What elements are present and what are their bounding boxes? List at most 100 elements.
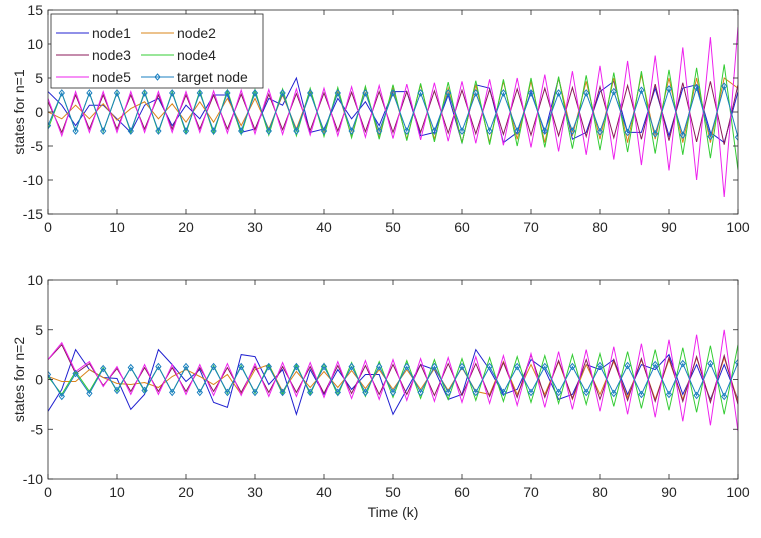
data-point-diamond — [569, 362, 576, 371]
data-point-diamond — [251, 388, 259, 397]
x-tick-label: 80 — [592, 484, 608, 500]
data-point-diamond — [155, 127, 162, 135]
data-point-diamond — [665, 85, 673, 93]
legend-label: node1 — [92, 25, 131, 41]
data-point-diamond — [610, 87, 617, 96]
data-point-diamond — [734, 133, 738, 141]
plot-area — [48, 26, 738, 198]
data-point-diamond — [514, 362, 521, 371]
data-point-diamond — [707, 132, 714, 141]
data-point-diamond — [707, 359, 714, 368]
data-point-diamond — [445, 89, 452, 97]
legend-item-node5: node5 — [56, 69, 131, 85]
legend: node1 node2 node3 node4 node5 target node — [50, 13, 264, 89]
data-point-diamond — [583, 388, 590, 397]
data-point-diamond — [458, 127, 466, 135]
data-point-diamond — [141, 386, 148, 395]
data-point-diamond — [238, 362, 245, 371]
y-tick-label: -10 — [23, 471, 43, 487]
data-point-diamond — [224, 89, 231, 97]
data-point-diamond — [610, 389, 617, 398]
data-point-diamond — [196, 89, 203, 97]
x-tick-label: 30 — [247, 219, 263, 235]
y-axis-label: states for n=1 — [11, 69, 27, 154]
x-tick-label: 60 — [454, 219, 470, 235]
y-tick-label: -10 — [23, 172, 43, 188]
data-point-diamond — [113, 89, 121, 97]
data-point-diamond — [458, 362, 466, 371]
data-point-diamond — [500, 89, 507, 97]
legend-box — [50, 13, 264, 89]
data-point-diamond — [638, 86, 645, 95]
data-point-diamond — [721, 82, 728, 90]
data-point-diamond — [251, 89, 259, 97]
y-tick-label: 0 — [35, 104, 43, 120]
data-point-diamond — [72, 127, 79, 135]
data-point-diamond — [210, 362, 217, 371]
data-point-diamond — [307, 388, 314, 397]
series-line-node5 — [48, 329, 738, 432]
x-tick-label: 60 — [454, 484, 470, 500]
x-tick-label: 70 — [523, 484, 539, 500]
data-point-diamond — [48, 121, 52, 130]
legend-label: node2 — [177, 25, 216, 41]
data-point-diamond — [210, 127, 217, 135]
data-point-diamond — [486, 362, 493, 371]
series-line-target-node — [48, 362, 738, 398]
data-point-diamond — [527, 89, 535, 97]
y-tick-label: 10 — [27, 272, 43, 288]
x-tick-label: 10 — [109, 219, 125, 235]
data-point-diamond — [417, 388, 424, 397]
y-tick-label: -15 — [23, 206, 43, 222]
x-tick-label: 50 — [385, 484, 401, 500]
legend-label: node3 — [92, 47, 131, 63]
data-point-diamond — [431, 362, 438, 371]
data-point-diamond — [541, 127, 548, 135]
x-tick-label: 10 — [109, 484, 125, 500]
data-point-diamond — [265, 362, 272, 371]
data-point-diamond — [555, 89, 562, 97]
data-point-diamond — [334, 89, 341, 97]
data-point-diamond — [279, 89, 286, 97]
data-point-diamond — [100, 364, 107, 373]
legend-label: target node — [177, 69, 248, 85]
x-tick-label: 20 — [178, 219, 194, 235]
data-point-diamond — [679, 359, 686, 368]
data-point-diamond — [652, 129, 659, 138]
data-point-diamond — [389, 388, 397, 397]
data-point-diamond — [86, 89, 93, 97]
data-point-diamond — [693, 83, 700, 92]
data-point-diamond — [362, 388, 369, 397]
x-tick-label: 30 — [247, 484, 263, 500]
data-point-diamond — [169, 89, 176, 97]
x-tick-label: 40 — [316, 484, 332, 500]
legend-label: node5 — [92, 69, 131, 85]
data-point-diamond — [141, 89, 148, 97]
data-point-diamond — [431, 127, 438, 135]
legend-marker-diamond — [154, 73, 161, 81]
x-tick-label: 0 — [44, 484, 52, 500]
data-point-diamond — [196, 388, 203, 397]
data-point-diamond — [624, 361, 631, 370]
legend-item-target-node: target node — [141, 69, 248, 85]
data-point-diamond — [265, 127, 272, 135]
legend-item-node1: node1 — [56, 25, 131, 41]
data-point-diamond — [376, 362, 383, 371]
y-tick-label: 15 — [27, 2, 43, 18]
series-line-node5 — [48, 26, 738, 198]
data-point-diamond — [127, 363, 134, 372]
data-point-diamond — [486, 127, 493, 135]
x-tick-label: 90 — [661, 484, 677, 500]
x-tick-label: 80 — [592, 219, 608, 235]
data-point-diamond — [665, 390, 673, 399]
data-point-diamond — [541, 362, 548, 371]
data-point-diamond — [113, 386, 121, 395]
x-tick-label: 50 — [385, 219, 401, 235]
data-point-diamond — [48, 370, 52, 379]
data-point-diamond — [127, 127, 134, 135]
x-tick-label: 90 — [661, 219, 677, 235]
data-point-diamond — [403, 127, 410, 135]
x-tick-label: 20 — [178, 484, 194, 500]
data-point-diamond — [500, 388, 507, 397]
